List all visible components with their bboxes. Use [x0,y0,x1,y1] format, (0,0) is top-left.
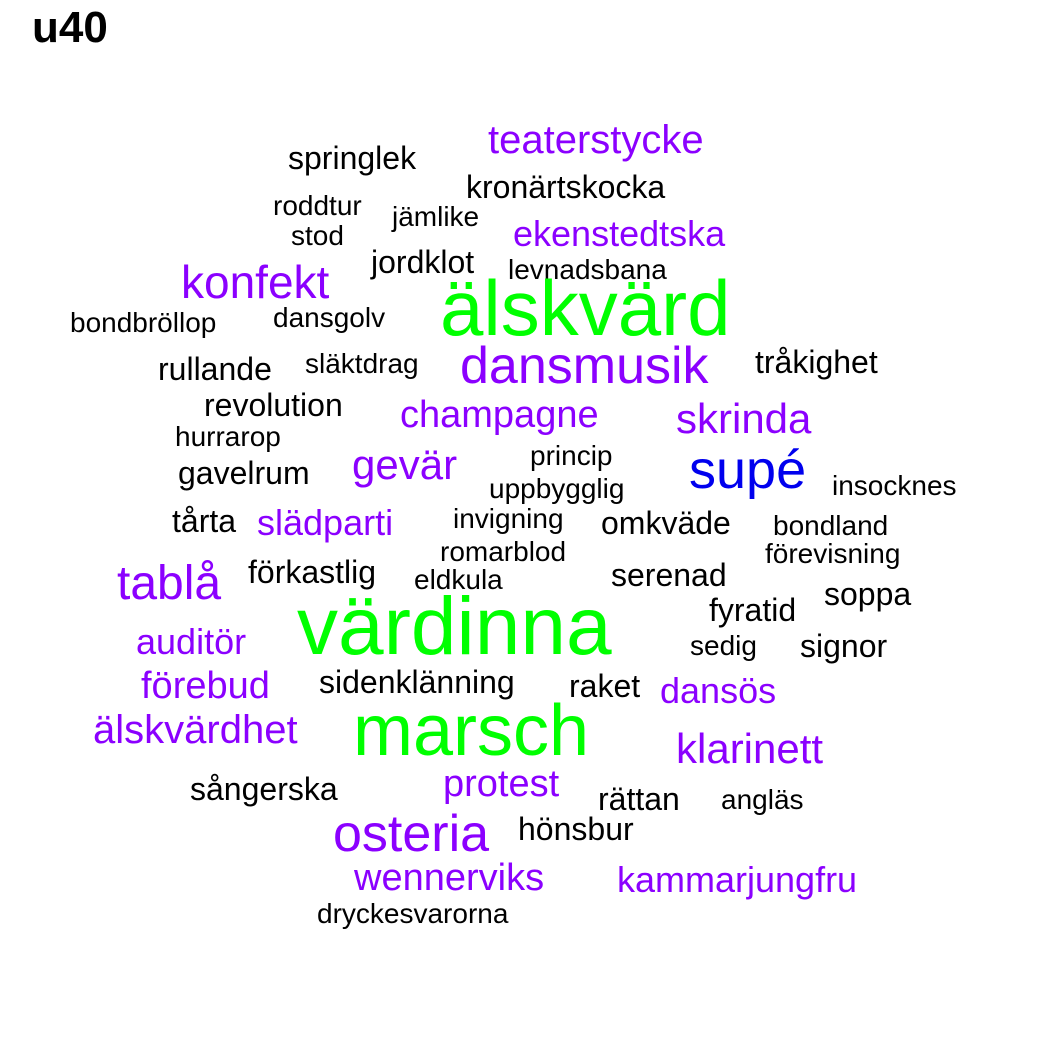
word-13: rullande [158,351,272,387]
word-46: raket [569,668,641,704]
word-37: serenad [611,557,727,593]
word-12: dansgolv [273,302,386,333]
word-8: levnadsbana [508,254,667,285]
word-35: förkastlig [248,554,377,590]
word-9: konfekt [181,256,330,308]
word-19: skrinda [676,395,812,442]
chart-title: u40 [32,3,108,52]
word-32: romarblod [440,536,567,567]
word-58: kammarjungfru [617,859,858,900]
word-17: revolution [204,387,343,423]
word-48: älskvärdhet [93,708,298,752]
word-51: sångerska [190,771,338,807]
word-57: wennerviks [354,857,545,899]
word-38: soppa [824,576,912,612]
word-7: jordklot [371,244,475,280]
word-20: hurrarop [175,421,281,452]
word-21: princip [530,440,613,471]
word-49: marsch [353,691,590,771]
word-24: supé [689,440,807,500]
word-53: rättan [598,781,680,817]
word-44: förebud [141,665,270,707]
word-40: värdinna [297,581,612,672]
word-52: protest [443,763,560,805]
word-26: insocknes [832,470,957,501]
word-1: springlek [288,140,417,176]
word-6: ekenstedtska [513,213,726,254]
word-59: dryckesvarorna [317,898,509,929]
word-27: tårta [172,503,237,539]
word-4: jämlike [392,201,480,232]
word-0: teaterstycke [488,118,704,162]
word-18: champagne [400,394,599,436]
word-39: fyratid [709,592,797,628]
word-34: tablå [117,557,222,610]
word-41: auditör [136,621,247,662]
word-31: bondland [773,510,889,541]
word-43: signor [800,628,888,664]
word-25: uppbygglig [489,473,625,504]
word-14: släktdrag [305,348,419,379]
word-10: älskvärd [440,264,731,352]
word-56: hönsbur [518,811,634,847]
word-3: roddtur [273,190,362,221]
word-16: tråkighet [755,344,878,380]
word-5: stod [291,220,344,251]
word-11: bondbröllop [70,307,217,338]
word-42: sedig [690,630,757,661]
word-30: omkväde [601,505,731,541]
word-2: kronärtskocka [466,169,666,205]
word-33: förevisning [765,538,901,569]
word-47: dansös [660,670,777,711]
word-15: dansmusik [460,337,709,395]
word-23: gevär [352,441,458,488]
word-22: gavelrum [178,455,310,491]
word-45: sidenklänning [319,664,515,700]
word-50: klarinett [676,725,824,772]
word-55: osteria [333,805,490,863]
word-28: slädparti [257,502,394,543]
word-54: angläs [721,784,804,815]
word-36: eldkula [414,564,503,595]
word-29: invigning [453,503,564,534]
